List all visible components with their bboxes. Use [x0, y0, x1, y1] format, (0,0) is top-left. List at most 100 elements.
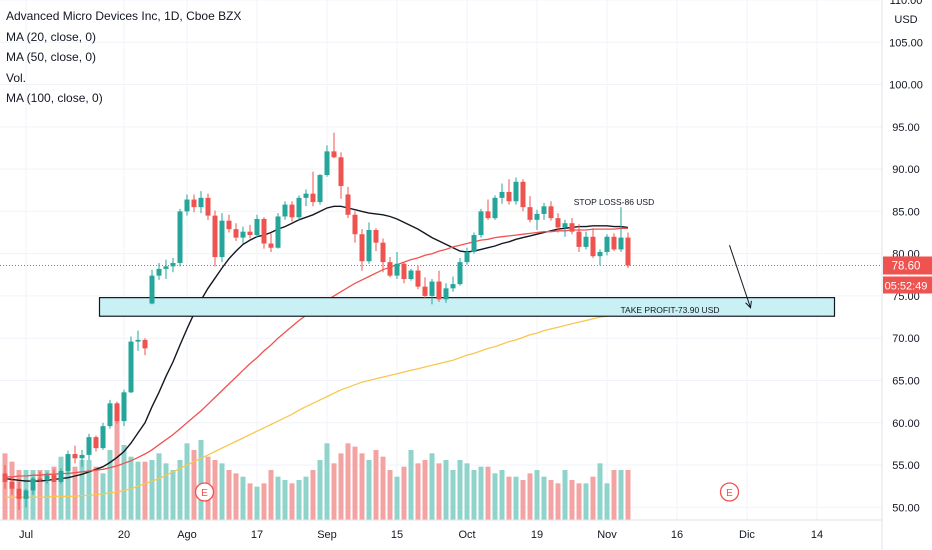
time-tick-label: Dic: [739, 529, 755, 541]
volume-bar: [604, 483, 610, 520]
candle-body: [2, 473, 8, 482]
volume-bar: [359, 453, 365, 520]
candle-body: [268, 243, 274, 248]
candle-body: [506, 191, 512, 202]
indicator-ma20[interactable]: MA (20, close, 0): [6, 29, 97, 44]
candle-body: [226, 220, 232, 230]
countdown-tag: [883, 276, 932, 294]
moving-averages: [4, 205, 629, 498]
candle-body: [513, 181, 519, 202]
candle-body: [345, 194, 351, 215]
candle-body: [233, 229, 239, 238]
volume-bar: [485, 466, 491, 520]
indicator-ma50[interactable]: MA (50, close, 0): [6, 50, 97, 64]
candle-body: [296, 197, 302, 218]
price-tick-label: 90.00: [892, 164, 920, 176]
candle-body: [408, 270, 414, 280]
volume-bar: [156, 453, 162, 520]
price-tick-label: 85.00: [892, 206, 920, 218]
volume-bar: [296, 480, 302, 520]
candle-body: [611, 236, 617, 250]
candle-body: [583, 236, 589, 247]
volume-bar: [212, 460, 218, 520]
time-tick-label: Jul: [19, 529, 33, 541]
take-profit-zone: [98, 297, 836, 317]
candle-body: [44, 475, 50, 481]
indicator-volume[interactable]: Vol.: [6, 70, 27, 85]
candle-body: [555, 218, 561, 228]
volume-bar: [51, 466, 57, 520]
volume-bar: [254, 486, 260, 520]
candle-body: [58, 470, 64, 482]
candle-body: [331, 151, 337, 158]
candle-body: [352, 214, 358, 235]
candle-body: [310, 193, 316, 203]
candle-body: [394, 263, 400, 276]
candle-body: [338, 157, 344, 187]
candle-body: [492, 197, 498, 219]
volume-bar: [471, 470, 477, 520]
candle-body: [478, 211, 484, 236]
time-tick-label: Sep: [317, 529, 337, 541]
candle-body: [282, 204, 288, 217]
volume-bar: [506, 476, 512, 520]
candle-body: [317, 175, 323, 203]
candle-body: [604, 236, 610, 252]
ma20-line: [4, 205, 629, 482]
volume-bar: [58, 456, 64, 520]
volume-bar: [380, 456, 386, 520]
volume-bar: [65, 466, 71, 520]
candle-body: [128, 341, 134, 393]
price-tick-label: 95.00: [892, 122, 920, 134]
volume-bar: [79, 460, 85, 520]
candle-body: [429, 281, 435, 296]
candle-body: [562, 223, 568, 228]
candle-body: [548, 206, 554, 219]
time-tick-label: 19: [531, 529, 543, 541]
volume-bar: [289, 483, 295, 520]
currency-label: USD: [894, 14, 917, 26]
candle-body: [618, 237, 624, 250]
volume-bar: [184, 443, 190, 520]
earnings-marker-icon[interactable]: [194, 482, 215, 502]
candle-body: [324, 151, 330, 176]
candle-body: [191, 199, 197, 208]
volume-bar: [387, 470, 393, 520]
earnings-marker-icon[interactable]: [719, 482, 740, 502]
candle-body: [86, 437, 92, 455]
candle-body: [79, 454, 85, 459]
volume-bar: [429, 453, 435, 520]
time-tick-label: 17: [251, 529, 263, 541]
volume-bar: [303, 476, 309, 520]
volume-bar: [261, 483, 267, 520]
candle-body: [520, 181, 526, 208]
time-tick-label: Nov: [597, 529, 617, 541]
volume-bar: [562, 470, 568, 520]
indicator-ma100[interactable]: MA (100, close, 0): [6, 91, 103, 105]
candle-body: [422, 286, 428, 296]
candle-body: [289, 204, 295, 218]
price-tick-label: 50.00: [892, 502, 920, 514]
volume-bar: [240, 476, 246, 520]
candle-body: [135, 339, 141, 342]
volume-bar: [107, 450, 113, 520]
candle-body: [121, 392, 127, 422]
volume-bar: [583, 483, 589, 520]
candle-body: [569, 223, 575, 232]
annotations: STOP LOSS-86 USD TAKE PROFIT-73.90 USD: [574, 197, 752, 315]
candle-body: [65, 454, 71, 471]
volume-bar: [569, 480, 575, 520]
candle-body: [163, 266, 169, 269]
volume-bar: [366, 460, 372, 520]
volume-bar: [219, 463, 225, 520]
volume-bar: [422, 460, 428, 520]
volume-bar: [44, 470, 50, 520]
chart-title[interactable]: Advanced Micro Devices Inc, 1D, Cboe BZX: [6, 9, 242, 23]
candle-body: [142, 339, 148, 349]
candle-body: [184, 199, 190, 212]
volume-bar: [415, 463, 421, 520]
candle-body: [303, 193, 309, 198]
candle-body: [177, 211, 183, 263]
